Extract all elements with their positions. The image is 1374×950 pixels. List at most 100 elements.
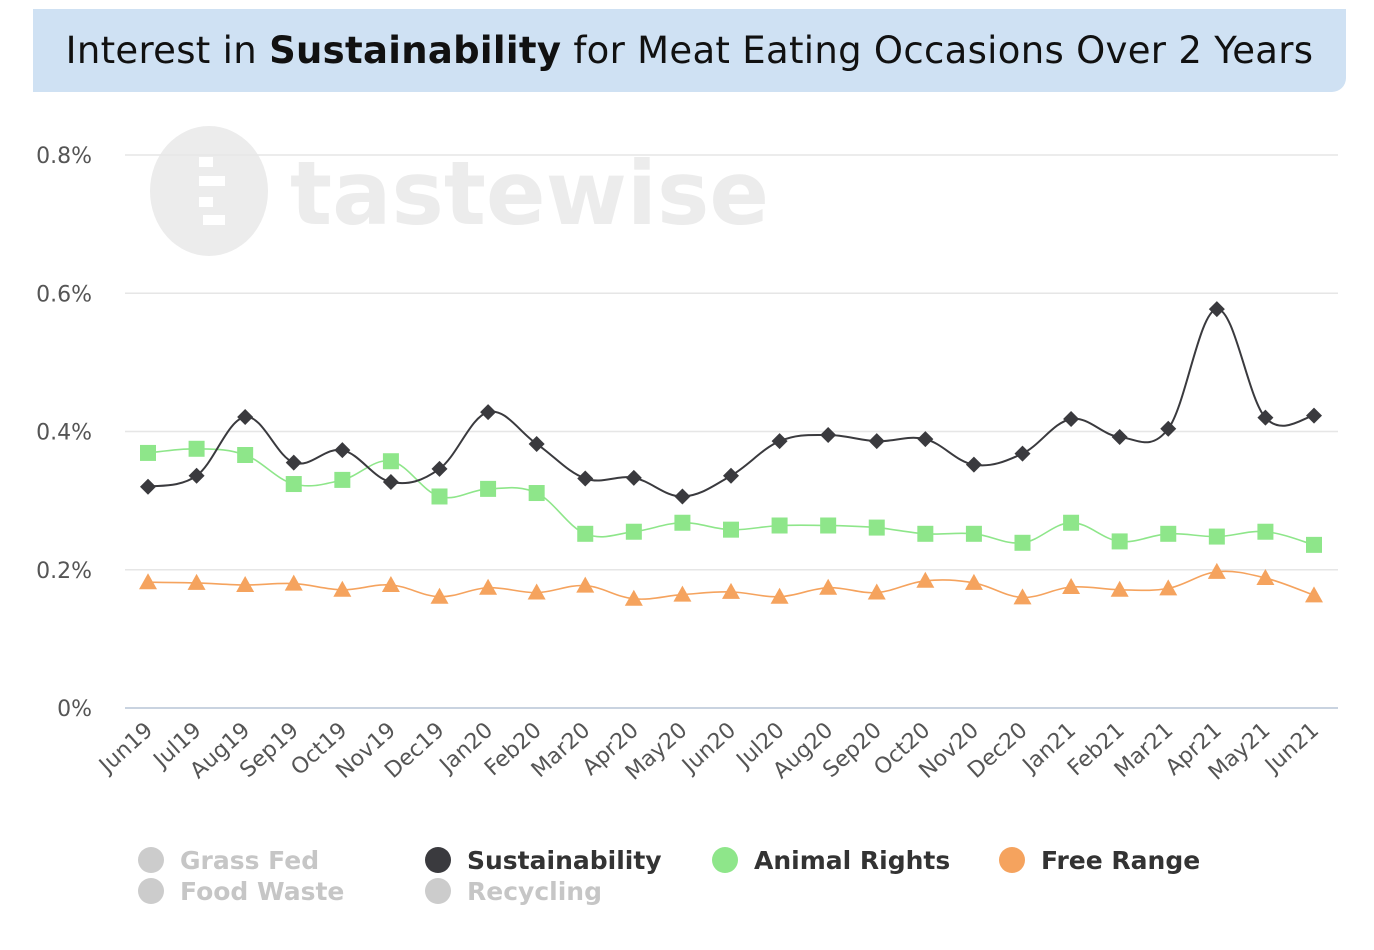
legend-label: Free Range	[1041, 845, 1201, 875]
y-tick-label: 0.6%	[36, 282, 92, 307]
data-point	[1207, 562, 1226, 579]
chart-title-bold: Sustainability	[269, 29, 562, 72]
legend-marker-icon	[712, 847, 738, 873]
data-point	[1111, 429, 1128, 446]
data-point	[285, 454, 302, 471]
data-point	[140, 478, 156, 495]
chart-legend: Grass Fed Food Waste Sustainability Recycli…	[0, 835, 1374, 915]
data-point	[1160, 420, 1177, 437]
legend-item-sustainability[interactable]: Sustainability	[425, 845, 662, 875]
data-point	[285, 476, 302, 493]
y-tick-label: 0.4%	[36, 421, 92, 446]
watermark: tastewise	[150, 126, 769, 256]
data-point	[527, 583, 546, 600]
legend-marker-icon	[138, 878, 164, 904]
data-point	[723, 521, 739, 538]
series-free-range	[139, 562, 1323, 606]
series-animal-rights	[140, 440, 1322, 553]
series-sustainability	[140, 301, 1322, 505]
data-point	[1256, 569, 1275, 586]
data-point	[431, 488, 448, 505]
data-point	[382, 453, 399, 470]
grid-layer	[125, 154, 1338, 709]
data-point	[576, 576, 595, 593]
data-point	[820, 517, 837, 534]
data-point	[139, 573, 157, 590]
data-point	[284, 574, 303, 591]
data-point	[187, 573, 206, 590]
data-point	[770, 587, 789, 604]
data-point	[819, 578, 838, 595]
data-point	[723, 467, 739, 484]
data-point	[674, 514, 691, 531]
data-point	[673, 585, 692, 602]
data-point	[1257, 523, 1274, 540]
chart-title: Interest in Sustainability for Meat Eati…	[66, 29, 1314, 72]
logo-bar-middle	[199, 176, 225, 186]
data-point	[382, 473, 399, 490]
data-point	[965, 456, 982, 473]
data-point	[674, 488, 691, 505]
legend-item-food-waste[interactable]: Food Waste	[138, 876, 344, 906]
data-point	[624, 589, 643, 606]
data-point	[430, 587, 449, 604]
data-point	[917, 525, 934, 542]
y-tick-label: 0.2%	[36, 559, 92, 584]
y-tick-label: 0.8%	[36, 144, 92, 169]
data-point	[431, 460, 448, 477]
data-point	[480, 480, 497, 497]
legend-marker-icon	[999, 847, 1025, 873]
data-point	[381, 575, 400, 592]
data-point	[577, 470, 594, 487]
data-point	[722, 582, 740, 599]
x-axis-ticks: Jun19Jul19Aug19Sep19Oct19Nov19Dec19Jan20…	[93, 718, 1324, 786]
logo-bar-top	[199, 157, 213, 167]
data-point	[1110, 580, 1129, 597]
data-point	[625, 523, 642, 540]
data-point	[1306, 536, 1322, 553]
data-point	[1159, 579, 1178, 596]
data-point	[1305, 586, 1323, 603]
data-point	[528, 485, 545, 502]
data-point	[480, 404, 497, 421]
legend-item-free-range[interactable]: Free Range	[999, 845, 1200, 875]
series-layer	[139, 301, 1323, 606]
data-point	[964, 573, 983, 590]
chart-title-banner: Interest in Sustainability for Meat Eati…	[33, 9, 1346, 92]
data-point	[916, 571, 935, 588]
data-point	[1014, 445, 1031, 462]
data-point	[771, 517, 788, 534]
line-chart: tastewise 0% 0.2% 0.4% 0.6% 0.8% Jun19Jul19A…	[36, 126, 1338, 786]
legend-label: Animal Rights	[754, 845, 951, 875]
legend-item-animal-rights[interactable]: Animal Rights	[712, 845, 950, 875]
legend-label: Recycling	[467, 876, 602, 906]
data-point	[867, 583, 886, 600]
chart-title-suffix: for Meat Eating Occasions Over 2 Years	[561, 29, 1314, 72]
x-tick-label: Jun20	[676, 718, 741, 780]
data-point	[1013, 588, 1032, 605]
data-point	[479, 578, 498, 595]
data-point	[1306, 407, 1322, 424]
data-point	[868, 433, 885, 450]
x-tick-label: Jun19	[93, 718, 158, 780]
legend-item-recycling[interactable]: Recycling	[425, 876, 602, 906]
legend-marker-icon	[425, 878, 451, 904]
data-point	[334, 471, 351, 488]
data-point	[917, 431, 934, 448]
data-point	[577, 525, 594, 542]
data-point	[625, 469, 642, 486]
data-point	[333, 580, 352, 597]
data-point	[868, 519, 885, 536]
data-point	[236, 575, 255, 592]
legend-item-grass-fed[interactable]: Grass Fed	[138, 845, 319, 875]
legend-label: Grass Fed	[180, 845, 320, 875]
data-point	[1063, 514, 1080, 531]
legend-marker-icon	[138, 847, 164, 873]
data-point	[237, 408, 254, 425]
logo-bar-lower	[199, 197, 213, 207]
tastewise-logo-icon	[150, 126, 268, 256]
data-point	[237, 447, 254, 464]
watermark-text: tastewise	[290, 142, 769, 245]
chart-title-prefix: Interest in	[65, 29, 270, 72]
data-point	[1208, 528, 1225, 545]
